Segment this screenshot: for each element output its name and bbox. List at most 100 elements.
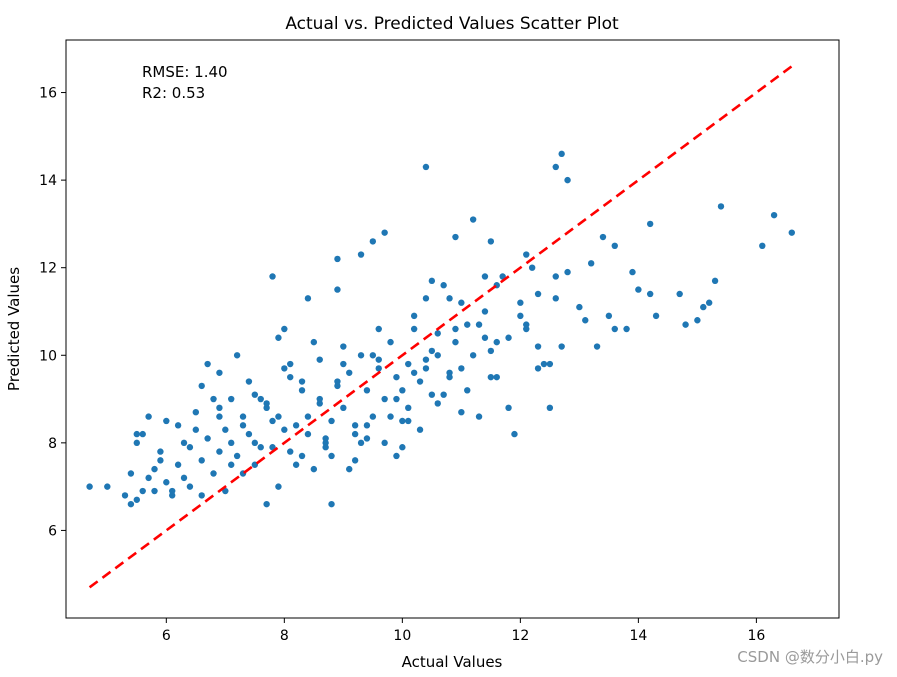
data-point	[523, 251, 530, 258]
data-point	[399, 444, 406, 451]
reference-line	[88, 65, 793, 589]
data-point	[228, 439, 235, 447]
data-point	[121, 492, 129, 499]
data-point	[328, 417, 335, 425]
data-point	[180, 439, 188, 447]
data-point	[351, 422, 359, 429]
data-point	[534, 365, 542, 372]
data-point	[233, 452, 241, 460]
data-point	[186, 483, 194, 490]
data-point	[316, 395, 323, 403]
data-point	[275, 483, 282, 490]
data-point	[428, 277, 436, 285]
x-tick-label: 6	[162, 628, 171, 644]
data-point	[351, 430, 359, 438]
data-point	[493, 338, 500, 346]
data-point	[676, 290, 683, 298]
data-point	[469, 352, 477, 359]
data-point	[523, 325, 530, 333]
data-point	[487, 373, 495, 381]
data-point	[216, 448, 223, 455]
data-point	[304, 413, 312, 420]
data-point	[174, 461, 182, 468]
data-point	[281, 325, 288, 333]
data-point	[340, 360, 347, 368]
data-point	[269, 417, 276, 425]
data-point	[534, 290, 542, 298]
data-point	[652, 312, 660, 320]
data-point	[228, 395, 235, 403]
data-point	[705, 299, 713, 306]
data-point	[593, 343, 601, 350]
data-point	[552, 273, 559, 280]
data-point	[434, 352, 441, 359]
data-point	[582, 317, 589, 324]
data-point	[145, 474, 152, 482]
data-point	[357, 352, 365, 359]
x-tick-label: 12	[511, 628, 529, 644]
plot-frame	[65, 39, 840, 619]
data-point	[192, 426, 200, 433]
data-point	[546, 404, 554, 412]
data-point	[605, 312, 613, 320]
y-tick-label: 10	[39, 348, 57, 364]
data-point	[328, 452, 335, 460]
data-point	[540, 360, 548, 368]
data-point	[552, 163, 559, 171]
data-point	[469, 216, 477, 223]
data-point	[458, 408, 465, 416]
data-point	[210, 395, 217, 403]
data-point	[587, 260, 595, 267]
data-point	[363, 422, 371, 429]
data-point	[446, 295, 453, 302]
data-point	[251, 391, 259, 398]
data-point	[251, 439, 259, 447]
data-point	[517, 312, 524, 320]
data-point	[440, 391, 447, 398]
data-point	[228, 461, 235, 468]
data-point	[682, 321, 689, 328]
data-point	[180, 474, 188, 482]
data-point	[700, 303, 707, 311]
data-point	[351, 457, 359, 464]
data-point	[505, 404, 512, 412]
data-point	[434, 330, 441, 337]
data-point	[381, 439, 388, 447]
data-point	[422, 365, 430, 372]
data-point	[481, 308, 489, 315]
data-point	[487, 238, 495, 245]
data-point	[334, 255, 341, 263]
rmse-annotation: RMSE: 1.40	[142, 63, 228, 81]
data-point	[245, 378, 253, 385]
data-point	[410, 325, 418, 333]
data-point	[322, 444, 329, 451]
data-point	[422, 295, 430, 302]
data-point	[452, 325, 459, 333]
data-point	[340, 404, 347, 412]
data-point	[558, 150, 565, 158]
data-point	[629, 268, 636, 276]
data-point	[186, 444, 194, 451]
data-point	[517, 299, 524, 306]
r2-annotation: R2: 0.53	[142, 84, 205, 102]
data-point	[410, 312, 418, 320]
data-point	[133, 496, 141, 503]
data-point	[393, 395, 400, 403]
x-tick-label: 14	[629, 628, 647, 644]
data-point	[304, 295, 312, 302]
data-point	[322, 435, 329, 442]
data-point	[405, 417, 412, 425]
data-point	[275, 413, 282, 420]
data-point	[458, 365, 465, 372]
data-point	[169, 487, 176, 495]
data-point	[269, 273, 276, 280]
data-point	[263, 500, 270, 508]
data-point	[564, 268, 571, 276]
reference-line-group	[88, 65, 793, 589]
data-point	[322, 439, 329, 447]
x-axis-label: Actual Values	[402, 653, 503, 671]
y-tick-label: 12	[39, 261, 57, 277]
data-point	[157, 457, 164, 464]
data-point	[292, 422, 300, 429]
data-point	[104, 483, 111, 490]
